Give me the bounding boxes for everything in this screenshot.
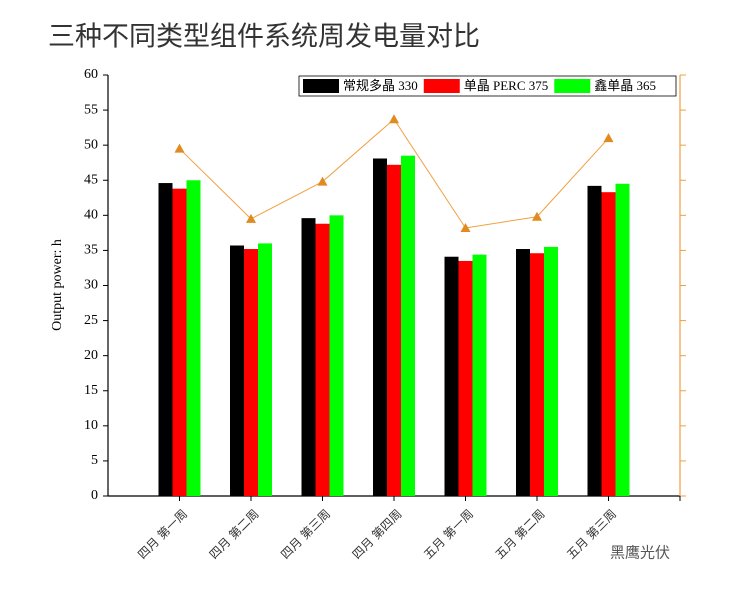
bar xyxy=(401,155,415,497)
bar xyxy=(544,246,558,496)
bar xyxy=(387,164,401,496)
bar xyxy=(373,158,387,496)
bar xyxy=(615,183,630,496)
bar xyxy=(172,188,187,497)
bar xyxy=(244,249,258,496)
line-marker xyxy=(174,143,185,153)
bar xyxy=(186,180,201,496)
legend-swatch xyxy=(303,79,339,93)
y-tick-label: 25 xyxy=(84,313,98,328)
legend-label: 鑫单晶 365 xyxy=(594,78,656,93)
y-tick-label: 50 xyxy=(84,137,98,152)
chart-title: 三种不同类型组件系统周发电量对比 xyxy=(48,22,480,53)
y-tick-label: 0 xyxy=(91,488,98,503)
y-tick-label: 10 xyxy=(84,418,98,433)
bar xyxy=(258,243,272,496)
x-tick-label: 四月 第一周 xyxy=(135,507,190,562)
y-axis-label: Output power: h xyxy=(50,239,65,331)
bar xyxy=(444,256,459,496)
line-marker xyxy=(460,222,471,232)
bar xyxy=(301,218,316,496)
bar xyxy=(458,260,473,496)
y-tick-label: 5 xyxy=(91,453,98,468)
bar xyxy=(472,254,487,496)
y-tick-label: 40 xyxy=(84,208,98,223)
bar xyxy=(601,192,616,496)
x-tick-label: 五月 第二周 xyxy=(493,507,548,562)
bar xyxy=(587,185,602,496)
y-tick-label: 45 xyxy=(84,172,98,187)
bar xyxy=(230,245,244,496)
legend-label: 常规多晶 330 xyxy=(343,78,418,93)
y-tick-label: 15 xyxy=(84,383,98,398)
line-marker xyxy=(317,176,328,186)
x-tick-label: 四月 第二周 xyxy=(207,507,262,562)
bar xyxy=(158,183,173,496)
line-marker xyxy=(246,213,256,223)
bar xyxy=(516,249,530,496)
bar xyxy=(315,223,330,496)
y-tick-label: 30 xyxy=(84,278,98,293)
bar xyxy=(530,253,544,496)
legend-swatch xyxy=(423,79,460,93)
bar xyxy=(329,215,344,497)
line-marker xyxy=(532,211,542,221)
y-tick-label: 35 xyxy=(84,243,98,258)
legend-swatch xyxy=(554,79,591,93)
watermark: 黑鹰光伏 xyxy=(610,544,670,562)
x-tick-label: 五月 第一周 xyxy=(421,507,476,562)
line-marker xyxy=(389,114,399,124)
y-tick-label: 60 xyxy=(84,67,98,82)
x-tick-label: 四月 第三周 xyxy=(278,507,333,562)
x-tick-label: 四月 第四周 xyxy=(350,507,405,562)
legend-label: 单晶 PERC 375 xyxy=(464,78,549,93)
y-tick-label: 20 xyxy=(84,348,98,363)
y-tick-label: 55 xyxy=(84,102,98,117)
line-marker xyxy=(603,133,614,143)
